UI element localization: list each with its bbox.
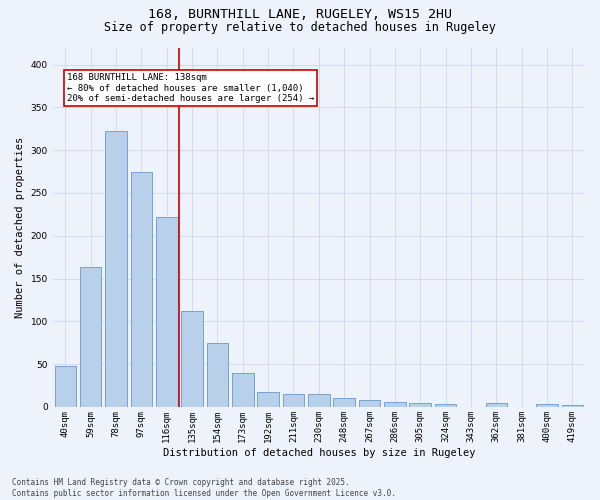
Bar xyxy=(131,172,152,407)
Bar xyxy=(206,342,228,407)
Bar xyxy=(435,404,457,407)
Bar xyxy=(562,405,583,407)
Bar xyxy=(409,404,431,407)
Bar xyxy=(257,392,279,407)
Bar xyxy=(181,311,203,407)
Text: 168, BURNTHILL LANE, RUGELEY, WS15 2HU: 168, BURNTHILL LANE, RUGELEY, WS15 2HU xyxy=(148,8,452,20)
Text: Size of property relative to detached houses in Rugeley: Size of property relative to detached ho… xyxy=(104,21,496,34)
Bar xyxy=(55,366,76,407)
Y-axis label: Number of detached properties: Number of detached properties xyxy=(15,136,25,318)
Bar xyxy=(80,268,101,407)
X-axis label: Distribution of detached houses by size in Rugeley: Distribution of detached houses by size … xyxy=(163,448,475,458)
Bar xyxy=(536,404,558,407)
Bar xyxy=(105,132,127,407)
Bar xyxy=(156,217,178,407)
Text: Contains HM Land Registry data © Crown copyright and database right 2025.
Contai: Contains HM Land Registry data © Crown c… xyxy=(12,478,396,498)
Bar xyxy=(359,400,380,407)
Text: 168 BURNTHILL LANE: 138sqm
← 80% of detached houses are smaller (1,040)
20% of s: 168 BURNTHILL LANE: 138sqm ← 80% of deta… xyxy=(67,73,314,103)
Bar xyxy=(334,398,355,407)
Bar xyxy=(485,404,507,407)
Bar xyxy=(384,402,406,407)
Bar xyxy=(283,394,304,407)
Bar xyxy=(308,394,329,407)
Bar xyxy=(232,372,254,407)
